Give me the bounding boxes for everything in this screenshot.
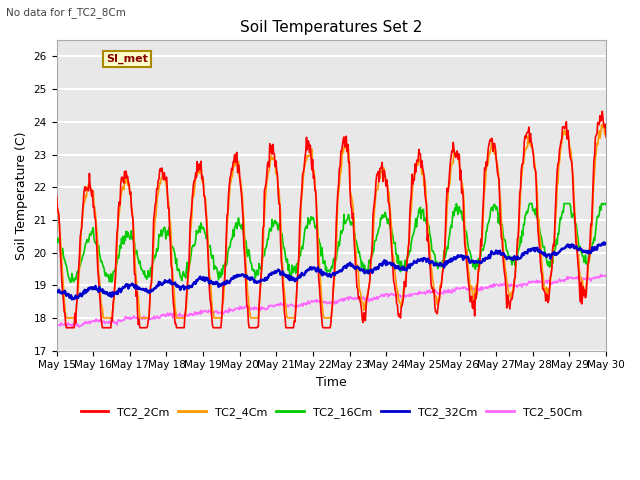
Text: SI_met: SI_met — [106, 54, 148, 64]
Legend: TC2_2Cm, TC2_4Cm, TC2_16Cm, TC2_32Cm, TC2_50Cm: TC2_2Cm, TC2_4Cm, TC2_16Cm, TC2_32Cm, TC… — [76, 403, 586, 422]
Text: No data for f_TC2_8Cm: No data for f_TC2_8Cm — [6, 7, 126, 18]
Y-axis label: Soil Temperature (C): Soil Temperature (C) — [15, 131, 28, 260]
Title: Soil Temperatures Set 2: Soil Temperatures Set 2 — [240, 20, 422, 35]
X-axis label: Time: Time — [316, 376, 347, 389]
